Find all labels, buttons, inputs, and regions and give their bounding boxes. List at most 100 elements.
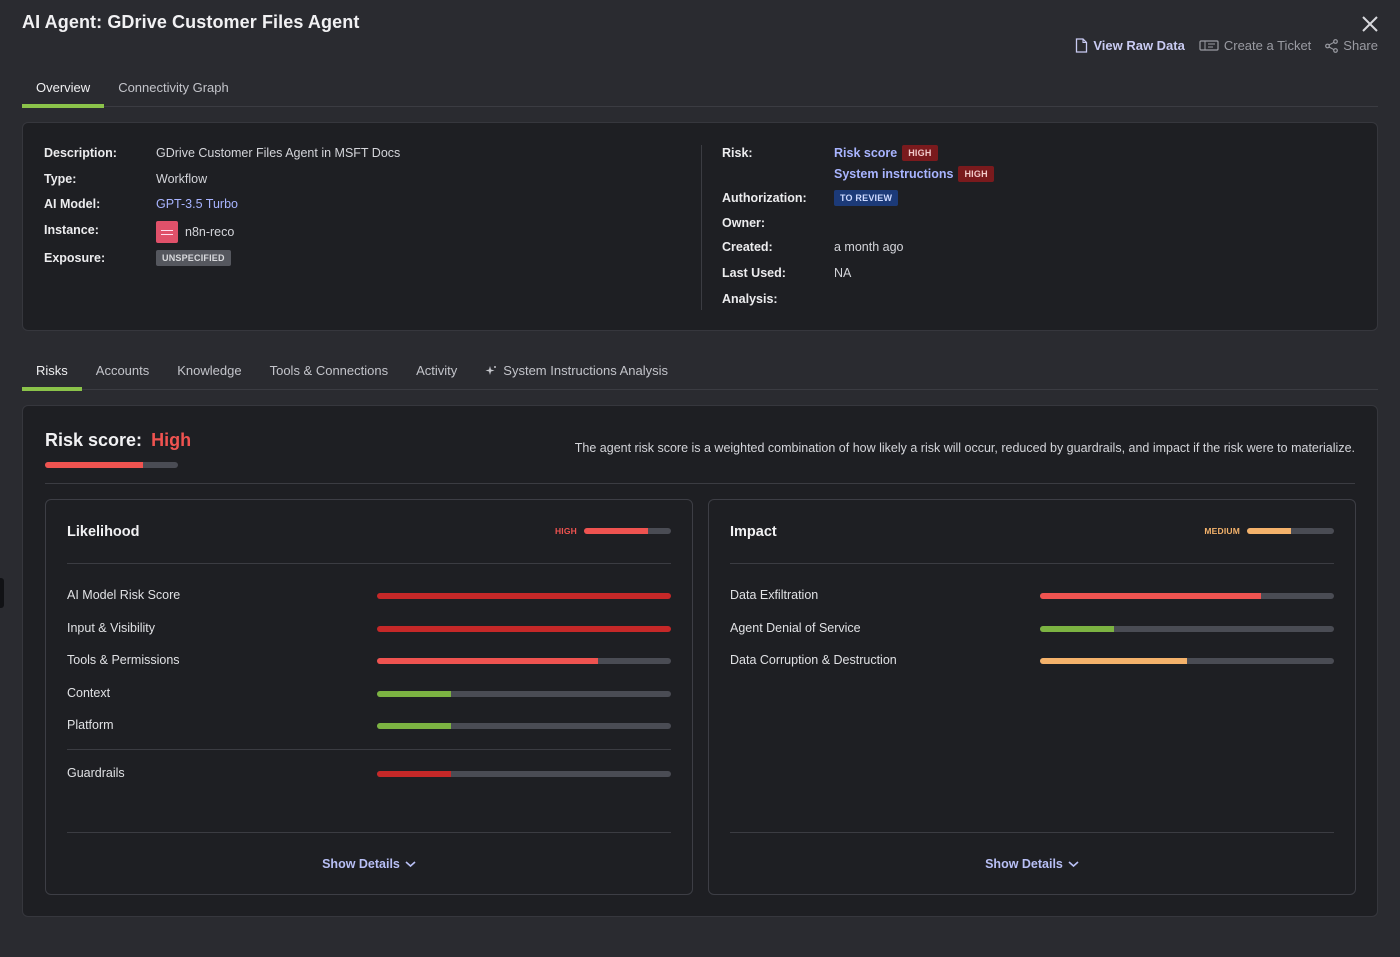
metric-bar [377, 658, 671, 664]
likelihood-footer-divider [67, 832, 671, 833]
metric-bar [377, 723, 671, 729]
tab-accounts[interactable]: Accounts [82, 360, 163, 390]
metric-label: Guardrails [67, 766, 125, 780]
likelihood-show-details-button[interactable]: Show Details [46, 857, 692, 871]
agent-info-card: Description: GDrive Customer Files Agent… [22, 122, 1378, 331]
top-tabs: Overview Connectivity Graph [22, 77, 1378, 108]
metric-bar-fill [377, 690, 451, 697]
metric-row: AI Model Risk Score [67, 588, 671, 604]
likelihood-level-label: HIGH [554, 526, 577, 536]
view-raw-data-button[interactable]: View Raw Data [1075, 38, 1185, 53]
metric-bar [377, 593, 671, 599]
impact-level: MEDIUM [1204, 526, 1334, 536]
metric-label: Data Exfiltration [730, 588, 819, 602]
instance-label: Instance: [44, 223, 99, 237]
impact-card: Impact MEDIUM Data Exfiltration Agent Den… [708, 499, 1356, 895]
tab-system-instructions-analysis[interactable]: System Instructions Analysis [471, 360, 682, 390]
metric-row: Platform [67, 718, 671, 734]
impact-show-details-button[interactable]: Show Details [709, 857, 1355, 871]
impact-footer-divider [730, 832, 1334, 833]
create-ticket-label: Create a Ticket [1223, 38, 1312, 53]
type-label: Type: [44, 172, 77, 186]
risk-row: Risk: Risk score HIGH [722, 145, 938, 161]
description-row: Description: GDrive Customer Files Agent… [44, 146, 400, 160]
authorization-label: Authorization: [722, 191, 807, 205]
tab-tools-connections[interactable]: Tools & Connections [256, 360, 403, 390]
metric-bar-fill [1040, 625, 1114, 632]
ticket-icon [1199, 40, 1219, 51]
tab-label: Tools & Connections [269, 363, 389, 378]
create-ticket-button[interactable]: Create a Ticket [1199, 38, 1311, 53]
system-instructions-badge: HIGH [958, 166, 994, 182]
metric-bar-fill [377, 723, 451, 729]
last-used-value: NA [834, 266, 852, 280]
share-label: Share [1343, 38, 1378, 53]
authorization-row: Authorization: TO REVIEW [722, 190, 899, 206]
n8n-icon [156, 221, 178, 243]
tab-connectivity-graph[interactable]: Connectivity Graph [104, 77, 243, 107]
metric-label: Platform [67, 718, 114, 732]
risk-divider [45, 483, 1355, 484]
close-icon[interactable] [1360, 14, 1380, 34]
metric-label: Context [67, 685, 111, 700]
info-divider [701, 145, 702, 310]
model-label: AI Model: [44, 197, 101, 211]
risk-score-level: High [151, 430, 192, 450]
metric-row: Input & Visibility [67, 621, 671, 637]
likelihood-card: Likelihood HIGH AI Model Risk Score Input… [45, 499, 693, 895]
metric-label: Agent Denial of Service [730, 620, 861, 635]
risk-score-heading: Risk score: High [45, 430, 191, 451]
guardrails-divider [67, 749, 671, 750]
system-instructions-link[interactable]: System instructions [834, 167, 954, 181]
metric-bar [377, 625, 671, 632]
likelihood-level-bar [584, 528, 671, 534]
risk-score-card: Risk score: High The agent risk score is… [22, 405, 1378, 917]
sparkle-icon [485, 366, 497, 375]
tab-label: Overview [36, 80, 91, 95]
likelihood-level-bar-fill [584, 528, 649, 534]
metric-bar-fill [1040, 593, 1261, 599]
metric-bar [377, 690, 671, 697]
metric-label: Data Corruption & Destruction [730, 653, 897, 667]
share-button[interactable]: Share [1325, 38, 1378, 53]
risk-score-bar [45, 462, 178, 468]
exposure-label: Exposure: [44, 251, 106, 265]
exposure-badge: UNSPECIFIED [156, 250, 231, 266]
view-raw-data-label: View Raw Data [1093, 38, 1185, 53]
metric-row: Tools & Permissions [67, 653, 671, 669]
tab-label: Connectivity Graph [118, 80, 229, 95]
tab-label: Activity [416, 363, 458, 378]
metric-guardrails: Guardrails [67, 766, 671, 782]
tab-risks[interactable]: Risks [22, 360, 82, 391]
metric-bar [1040, 593, 1334, 599]
risk-score-link[interactable]: Risk score [834, 146, 898, 160]
tab-knowledge[interactable]: Knowledge [163, 360, 255, 390]
analysis-label: Analysis: [722, 292, 778, 306]
metric-bar-fill [1040, 658, 1187, 664]
show-details-label: Show Details [985, 857, 1063, 871]
last-used-label: Last Used: [722, 266, 786, 280]
type-row: Type: Workflow [44, 172, 207, 186]
metric-row: Data Corruption & Destruction [730, 653, 1334, 669]
authorization-badge[interactable]: TO REVIEW [834, 190, 899, 206]
likelihood-level: HIGH [555, 526, 671, 536]
tab-label: Accounts [95, 363, 150, 378]
model-link[interactable]: GPT-3.5 Turbo [156, 197, 238, 211]
metric-label: AI Model Risk Score [67, 588, 181, 602]
document-icon [1076, 38, 1088, 53]
metric-label: Tools & Permissions [67, 653, 180, 667]
side-panel-handle[interactable] [0, 578, 4, 608]
impact-level-bar-fill [1247, 528, 1291, 534]
system-instructions-row: System instructions HIGH [834, 166, 994, 182]
page-title: AI Agent: GDrive Customer Files Agent [22, 12, 360, 32]
tab-overview[interactable]: Overview [22, 77, 105, 108]
tab-activity[interactable]: Activity [402, 360, 471, 390]
model-row: AI Model: GPT-3.5 Turbo [44, 197, 238, 211]
created-label: Created: [722, 240, 773, 254]
likelihood-title: Likelihood [67, 524, 140, 540]
created-row: Created: a month ago [722, 240, 904, 254]
type-value: Workflow [156, 172, 208, 186]
metric-bar-fill [377, 771, 451, 777]
tab-label: System Instructions Analysis [503, 363, 669, 378]
risk-score-badge: HIGH [902, 145, 938, 161]
